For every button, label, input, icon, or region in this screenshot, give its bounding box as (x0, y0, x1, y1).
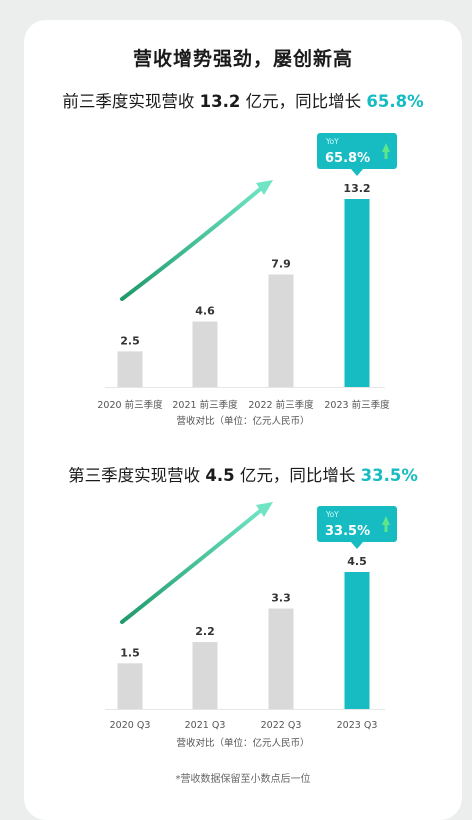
chart-2-category-label: 2022 Q3 (261, 720, 302, 731)
section-2-headline: 第三季度实现营收 4.5 亿元，同比增长 33.5% (24, 462, 462, 486)
chart-1-bar (268, 274, 294, 387)
chart-2-bar (192, 642, 218, 709)
chart-1-value-label: 2.5 (120, 334, 140, 347)
chart-2-value-label: 4.5 (347, 555, 367, 568)
charts-canvas: 2.5 2020 前三季度 4.6 2021 前三季度 7.9 2022 前三季度 13.2… (97, 133, 397, 749)
chart-2-yoy-value: 33.5% (325, 524, 370, 539)
headline-1-pct: 65.8% (366, 92, 424, 111)
chart-2-yoy-badge (317, 506, 397, 542)
chart-2-value-label: 1.5 (120, 646, 140, 659)
headline-1-mid: 亿元，同比增长 (240, 92, 367, 111)
chart-1-value-label: 13.2 (343, 182, 370, 195)
headline-2-pct: 33.5% (360, 466, 418, 485)
chart-2-value-label: 2.2 (195, 625, 215, 638)
chart-1-yoy-value: 65.8% (325, 151, 370, 166)
headline-2-mid: 亿元，同比增长 (234, 466, 361, 485)
headline-2-value: 4.5 (205, 466, 235, 485)
chart-1-yoy-badge (317, 133, 397, 169)
chart-2-value-label: 3.3 (271, 592, 291, 605)
chart-1-category-label: 2023 前三季度 (324, 399, 390, 411)
headline-1-prefix: 前三季度实现营收 (62, 92, 200, 111)
chart-1-yoy-label: YoY (325, 137, 339, 146)
chart-1-value-label: 7.9 (271, 257, 291, 270)
chart-2-category-label: 2023 Q3 (337, 720, 378, 731)
chart-1-bar (344, 199, 370, 387)
headline-2-prefix: 第三季度实现营收 (68, 466, 206, 485)
chart-1-value-label: 4.6 (195, 304, 215, 317)
headline-1-value: 13.2 (199, 92, 241, 111)
chart-2-growth-arrow (120, 505, 267, 624)
chart-1-bar (117, 351, 143, 387)
chart-2-category-label: 2021 Q3 (185, 720, 226, 731)
chart-2-bar (268, 608, 294, 709)
chart-1-x-axis-label: 营收对比（单位：亿元人民币） (176, 415, 309, 427)
footnote: *营收数据保留至小数点后一位 (175, 774, 311, 785)
chart-2-bar (117, 663, 143, 709)
chart-2-x-axis-label: 营收对比（单位：亿元人民币） (176, 737, 309, 749)
chart-1-yoy-badge-pointer (351, 169, 363, 176)
chart-2-yoy-label: YoY (325, 510, 339, 519)
section-1-headline: 前三季度实现营收 13.2 亿元，同比增长 65.8% (24, 88, 462, 112)
page-title: 营收增势强劲，屡创新高 (132, 48, 353, 70)
up-arrow-icon (382, 516, 390, 532)
chart-2-category-label: 2020 Q3 (110, 720, 151, 731)
chart-2-bar (344, 572, 370, 709)
chart-1-bar (192, 321, 218, 387)
up-arrow-icon (382, 143, 390, 159)
chart-2-yoy-badge-pointer (351, 542, 363, 549)
chart-1-growth-arrowhead (256, 180, 273, 195)
chart-1-category-label: 2021 前三季度 (172, 399, 238, 411)
chart-1-category-label: 2022 前三季度 (248, 399, 314, 411)
chart-1-growth-arrow (120, 183, 267, 301)
chart-1-category-label: 2020 前三季度 (97, 399, 163, 411)
chart-2-growth-arrowhead (256, 502, 273, 517)
